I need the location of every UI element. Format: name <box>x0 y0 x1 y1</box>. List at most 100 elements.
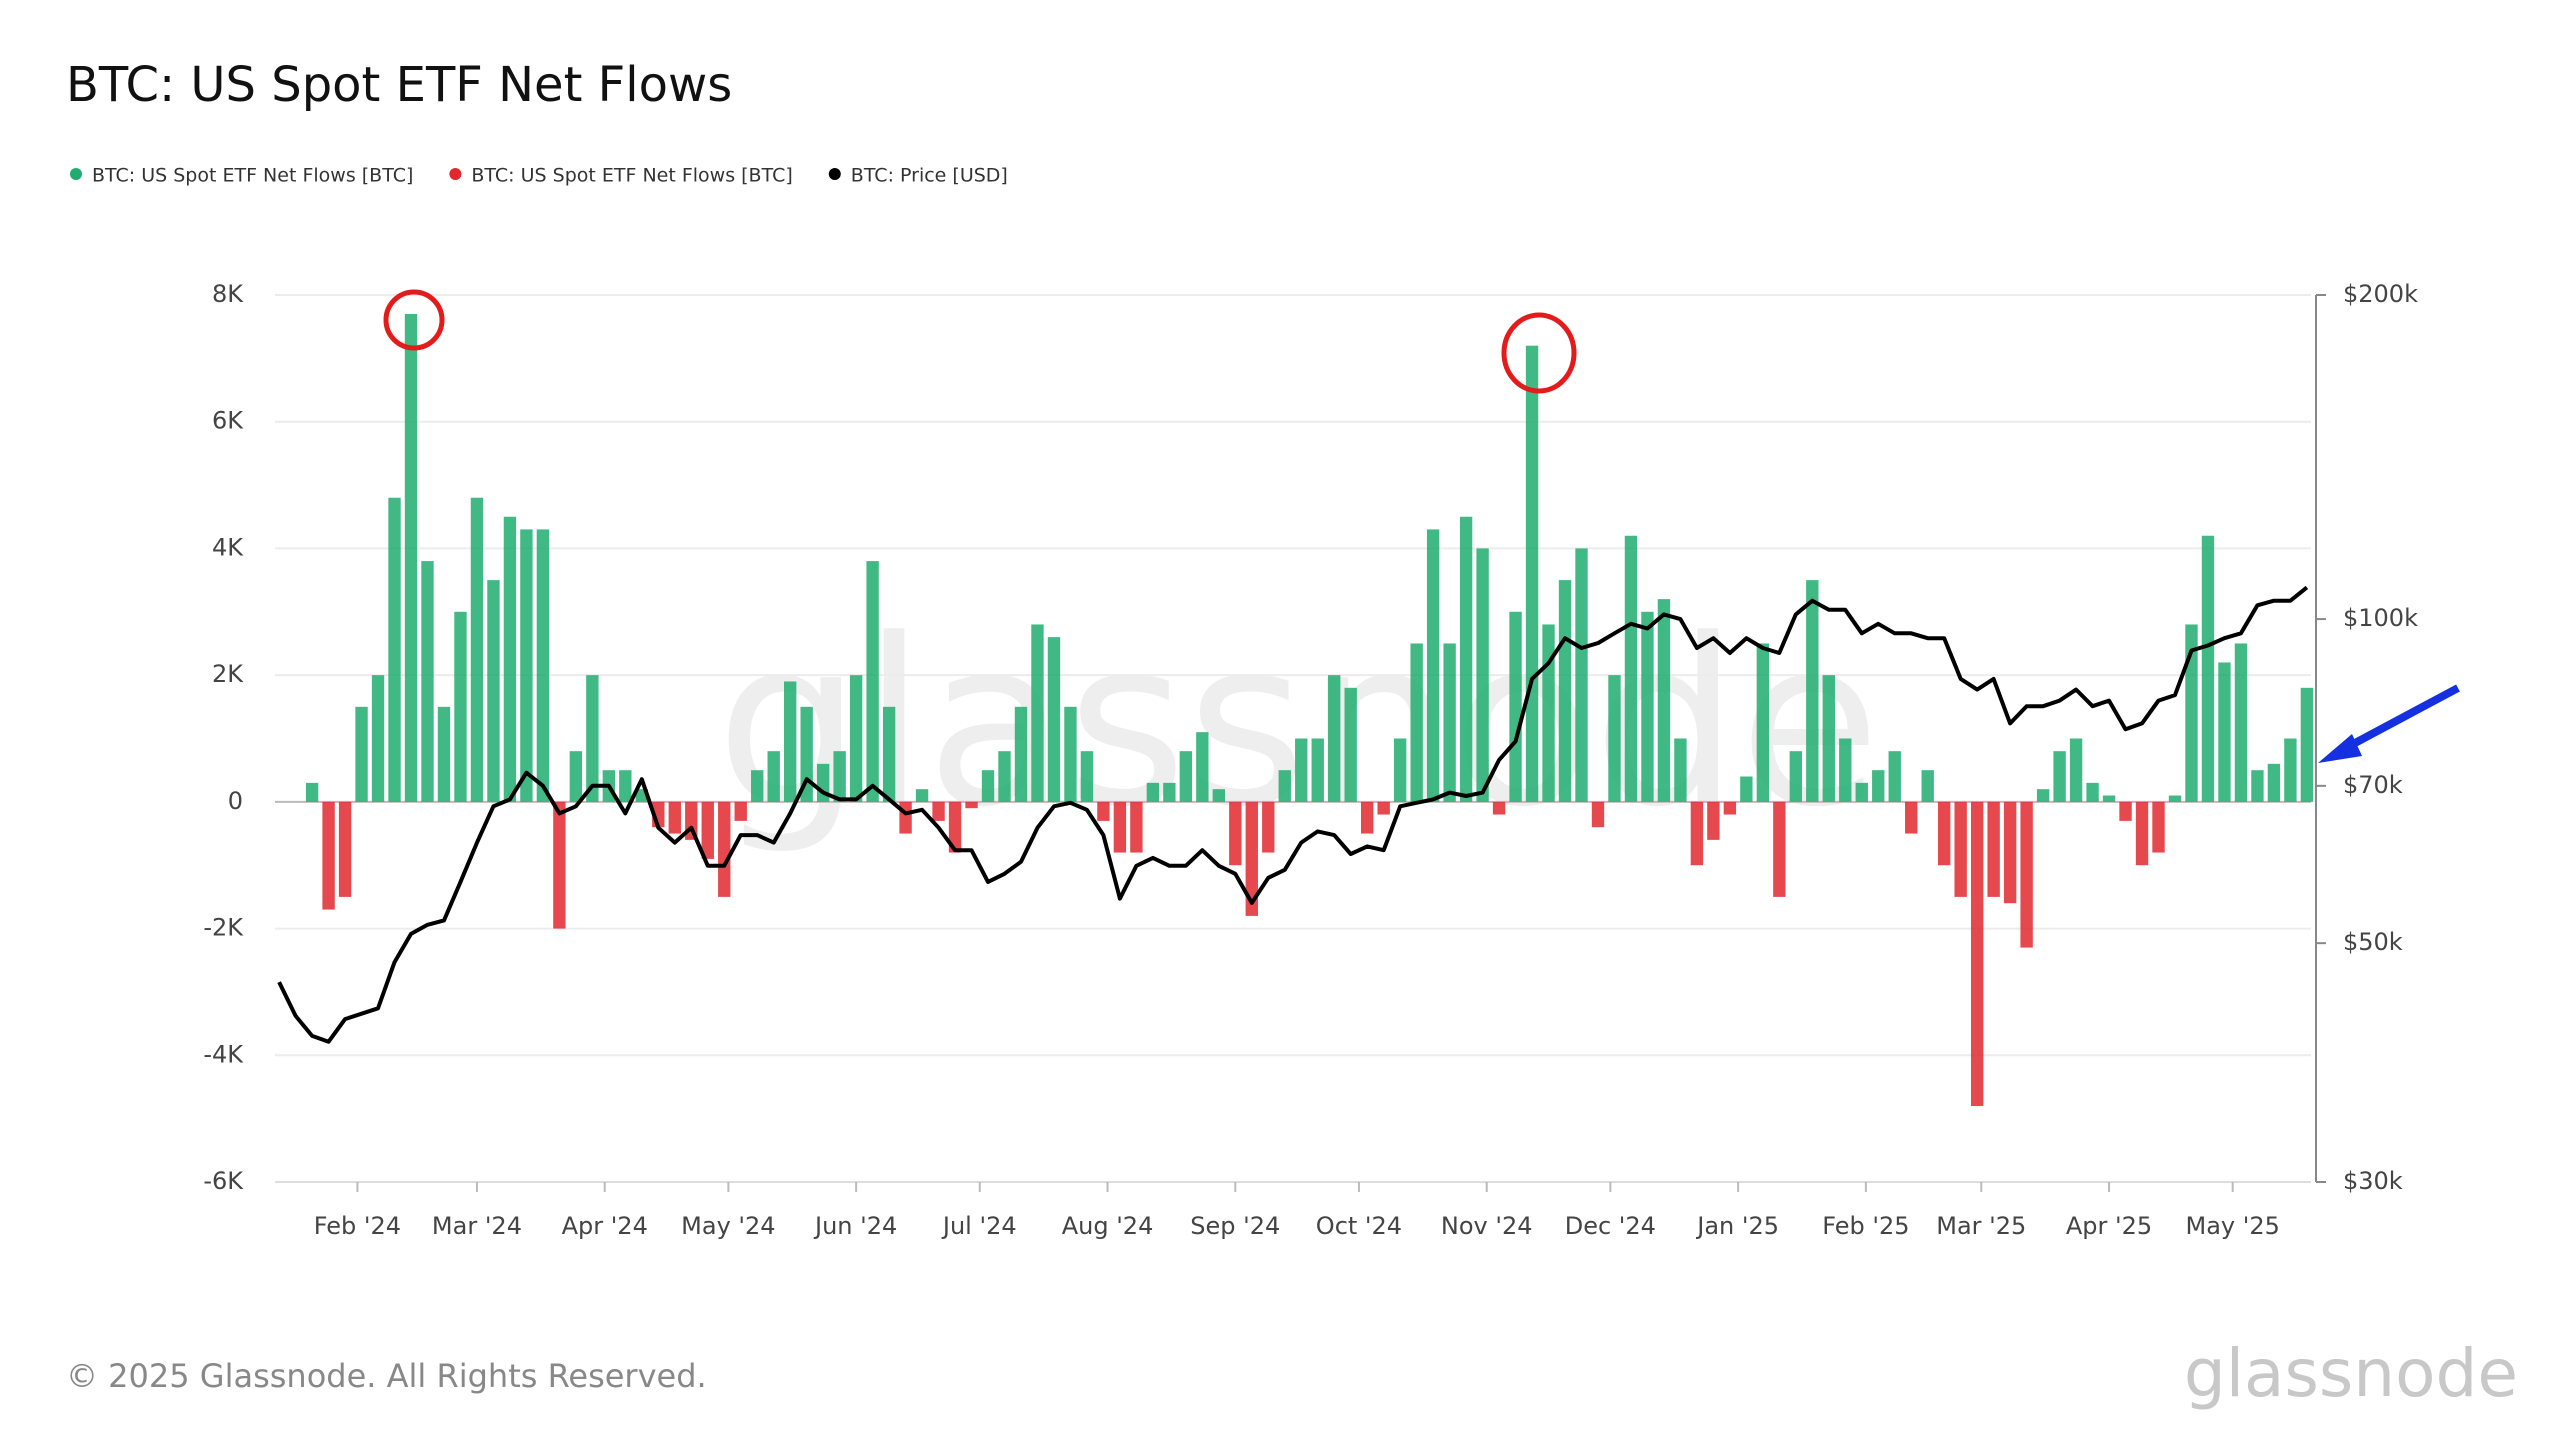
bar <box>1509 611 1522 802</box>
bar <box>2300 687 2314 802</box>
bar <box>437 706 451 802</box>
bar <box>1954 801 1967 897</box>
x-tick-label: Dec '24 <box>1565 1212 1656 1240</box>
highlight-circle <box>1501 312 1577 394</box>
bar <box>833 751 846 802</box>
x-tick-label: Mar '25 <box>1936 1212 2026 1240</box>
bar <box>751 770 764 802</box>
bar <box>2201 535 2215 802</box>
bar <box>1641 611 1654 802</box>
bar <box>1163 782 1176 802</box>
logo: glassnode <box>2184 1335 2518 1412</box>
bar <box>619 770 632 802</box>
x-tick-label: Feb '24 <box>314 1212 401 1240</box>
bar <box>355 706 368 802</box>
bar <box>569 751 583 802</box>
bar <box>1542 624 1555 802</box>
x-tick-label: Sep '24 <box>1190 1212 1280 1240</box>
x-tick-label: Mar '24 <box>432 1212 522 1240</box>
bar <box>1245 801 1258 916</box>
bar <box>1822 675 1835 802</box>
bar <box>915 789 929 802</box>
bar <box>1492 801 1506 815</box>
legend-marker <box>449 168 462 180</box>
bar <box>1855 782 1868 802</box>
bar <box>1179 751 1193 802</box>
bar <box>1624 535 1638 802</box>
y2-tick-label: $200k <box>2343 280 2418 308</box>
bar <box>404 314 418 802</box>
bar <box>305 782 319 802</box>
legend-label: BTC: US Spot ETF Net Flows [BTC] <box>92 165 413 187</box>
bar <box>2152 801 2165 853</box>
bar <box>1723 801 1737 815</box>
bar <box>586 675 599 802</box>
bar <box>470 497 484 802</box>
bar <box>388 497 401 802</box>
bar <box>767 751 780 802</box>
y2-tick-label: $50k <box>2343 928 2403 956</box>
bar <box>668 801 681 834</box>
bar <box>454 611 467 802</box>
plot: -6K -4K -2K 0 2K 4K 6K 8K $30k $50k $70k $100k $200k… <box>203 280 2418 1240</box>
bar <box>1806 580 1819 802</box>
bar <box>1921 770 1934 802</box>
bar <box>371 675 385 802</box>
bar <box>2267 763 2281 802</box>
bar <box>1756 643 1770 802</box>
bar <box>1146 782 1160 802</box>
bar <box>734 801 747 821</box>
bar <box>800 706 813 802</box>
bar <box>1196 732 1209 802</box>
bar <box>1361 801 1374 834</box>
bar <box>1970 801 1984 1106</box>
legend: BTC: US Spot ETF Net Flows [BTC] BTC: US … <box>70 165 1008 187</box>
y-tick-label: 6K <box>212 407 244 435</box>
bar <box>1690 801 1704 866</box>
y-tick-label: -6K <box>203 1167 244 1195</box>
bar <box>2020 801 2033 948</box>
bar <box>1459 516 1473 802</box>
bar <box>1328 675 1341 802</box>
bar <box>998 751 1011 802</box>
bar <box>1344 687 1357 802</box>
bar <box>849 675 863 802</box>
x-tick-label: Jan '25 <box>1695 1212 1779 1240</box>
arrow-head <box>2318 734 2362 763</box>
bar <box>1426 529 1440 802</box>
bar <box>1591 801 1605 828</box>
bar <box>520 529 533 802</box>
x-tick-label: Aug '24 <box>1062 1212 1154 1240</box>
x-tick-label: May '25 <box>2185 1212 2279 1240</box>
bar <box>981 770 995 802</box>
bar <box>1773 801 1786 897</box>
bar <box>1938 801 1951 866</box>
y2-tick-label: $70k <box>2343 771 2403 799</box>
bar <box>965 801 978 809</box>
bar <box>2135 801 2149 866</box>
bar <box>932 801 945 821</box>
bar <box>1657 599 1671 802</box>
bar <box>882 706 896 802</box>
bar <box>1476 548 1489 802</box>
bar <box>1212 789 1225 802</box>
legend-label: BTC: US Spot ETF Net Flows [BTC] <box>471 165 792 187</box>
bar <box>1740 776 1753 802</box>
bar <box>948 801 962 853</box>
y-tick-label: -2K <box>203 914 244 942</box>
x-tick-label: Nov '24 <box>1441 1212 1533 1240</box>
bar <box>1278 770 1291 802</box>
bar <box>1031 624 1044 802</box>
bar <box>338 801 352 897</box>
bar <box>2053 751 2066 802</box>
bar <box>1393 738 1407 802</box>
bar <box>2069 738 2083 802</box>
bar <box>2086 782 2099 802</box>
bar <box>1295 738 1308 802</box>
bar <box>1707 801 1720 840</box>
bar <box>1377 801 1390 815</box>
bar <box>1047 637 1061 802</box>
bar <box>1525 345 1539 802</box>
bar <box>322 801 335 910</box>
